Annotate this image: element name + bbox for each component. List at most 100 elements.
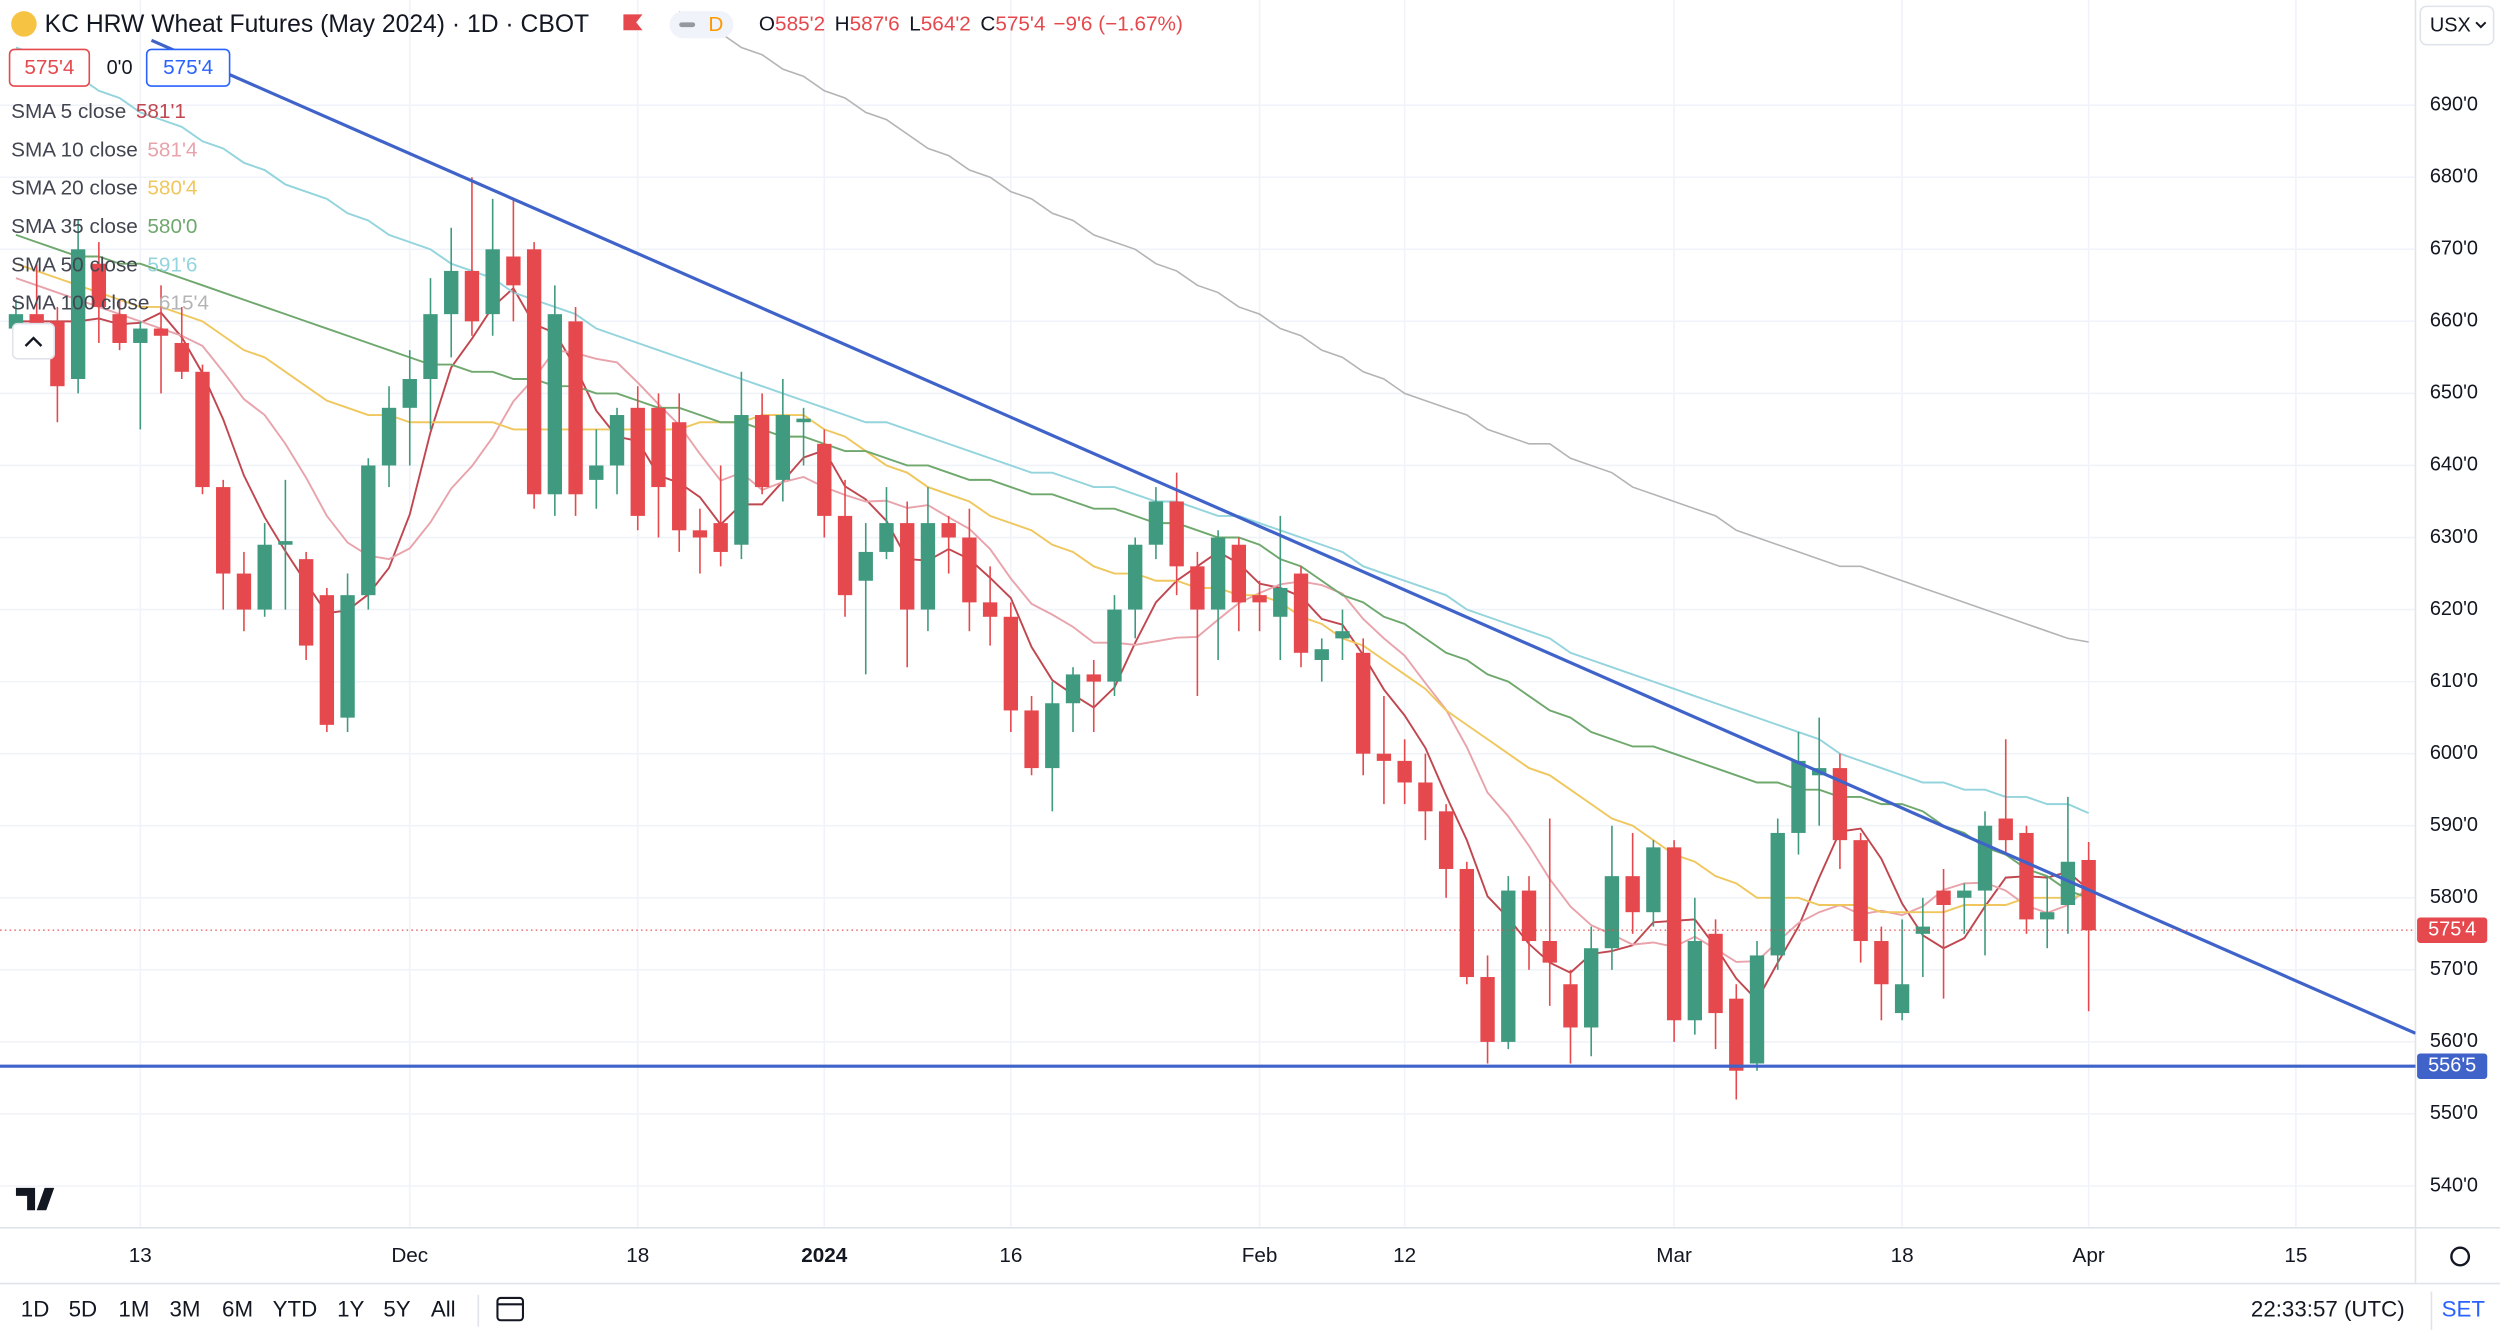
- legend-entry: SMA 20 close 580'4: [11, 177, 197, 200]
- x-tick-label: 2024: [801, 1244, 848, 1267]
- y-tick-label: 640'0: [2430, 454, 2478, 476]
- range-button[interactable]: 1Y: [337, 1297, 364, 1322]
- y-tick-label: 630'0: [2430, 526, 2478, 548]
- candle-body: [361, 465, 376, 596]
- clock-time: 22:33:57 (UTC): [2251, 1297, 2405, 1322]
- candle-body: [1356, 652, 1371, 754]
- price-label: 575'4: [2428, 918, 2476, 940]
- y-tick-label: 670'0: [2430, 238, 2478, 260]
- candle-body: [1936, 890, 1951, 905]
- collapse-chevron: [24, 336, 43, 347]
- ohlc-key: L: [909, 13, 921, 36]
- sma-line: [15, 233, 2089, 899]
- session-button[interactable]: SET: [2442, 1297, 2486, 1322]
- candle-body: [858, 551, 873, 581]
- candle-body: [1501, 890, 1516, 1042]
- ohlc-value: 564'2: [921, 13, 971, 36]
- ohlc-value: 587'6: [850, 13, 900, 36]
- candle-body: [1273, 587, 1288, 617]
- x-tick-label: 12: [1393, 1244, 1416, 1267]
- candle-body: [195, 371, 210, 488]
- candle-body: [1708, 933, 1723, 1014]
- spread-value: 0'0: [107, 57, 133, 79]
- candle-body: [1376, 753, 1392, 761]
- legend-value: 591'6: [147, 254, 197, 277]
- candle-body: [713, 523, 728, 552]
- candle-body: [879, 523, 894, 552]
- y-tick-label: 570'0: [2430, 958, 2478, 980]
- candle-body: [1770, 832, 1785, 956]
- range-button[interactable]: 1D: [21, 1297, 50, 1322]
- legend-value: 580'4: [147, 177, 197, 200]
- candle-body: [1397, 760, 1412, 783]
- range-button[interactable]: All: [431, 1297, 456, 1322]
- candle-body: [1791, 760, 1806, 833]
- candle-body: [900, 523, 915, 610]
- candle-body: [1438, 811, 1454, 869]
- legend-name: SMA 20 close: [11, 177, 138, 200]
- candle-body: [1293, 573, 1309, 653]
- candle-body: [423, 314, 438, 380]
- x-tick-label: 13: [129, 1244, 152, 1267]
- legend-value: 580'0: [147, 215, 197, 238]
- candle-body: [837, 515, 853, 596]
- candle-body: [1231, 544, 1247, 603]
- candle-body: [609, 415, 625, 466]
- collapse-button[interactable]: [11, 322, 56, 360]
- candle-body: [2040, 912, 2055, 920]
- candle-body: [651, 407, 666, 488]
- range-button[interactable]: 5D: [69, 1297, 98, 1322]
- candle-body: [278, 541, 293, 545]
- candle-body: [1086, 674, 1101, 682]
- range-button[interactable]: 6M: [222, 1297, 253, 1322]
- settings-gear[interactable]: [2450, 1246, 2471, 1267]
- candle-body: [298, 559, 314, 646]
- y-tick-label: 690'0: [2430, 93, 2478, 115]
- sma-line: [15, 262, 2089, 914]
- candle-body: [775, 415, 791, 480]
- legend-name: SMA 50 close: [11, 254, 138, 277]
- candle-body: [153, 328, 169, 336]
- candle-body: [1625, 876, 1640, 913]
- candle-body: [1894, 984, 1910, 1014]
- y-tick-label: 550'0: [2430, 1102, 2478, 1124]
- sma-line: [15, 46, 2090, 814]
- candle-body: [174, 342, 189, 372]
- candle-body: [547, 314, 563, 495]
- candle-body: [1957, 890, 1972, 898]
- ohlc-key: H: [835, 13, 850, 36]
- legend-entry: SMA 50 close 591'6: [11, 254, 197, 277]
- bid-box[interactable]: [8, 48, 91, 87]
- ohlc-key: O: [759, 13, 775, 36]
- candle-body: [1459, 868, 1475, 978]
- delay-flag: D: [708, 13, 723, 36]
- currency-button[interactable]: [2419, 5, 2495, 46]
- candle-body: [1749, 955, 1765, 1064]
- legend-entry: SMA 35 close 580'0: [11, 215, 197, 238]
- range-button[interactable]: YTD: [273, 1297, 318, 1322]
- price-label-box: [2417, 917, 2488, 943]
- price-label-box: [2417, 1053, 2488, 1079]
- candle-body: [982, 602, 998, 617]
- range-button[interactable]: 1M: [118, 1297, 149, 1322]
- candle-body: [464, 270, 480, 322]
- range-button[interactable]: 5Y: [383, 1297, 410, 1322]
- candle-body: [133, 328, 148, 343]
- legend-value: 615'4: [159, 292, 209, 315]
- symbol-icon: [11, 11, 37, 37]
- flag-icon: [623, 14, 643, 31]
- y-tick-label: 580'0: [2430, 886, 2478, 908]
- candle-body: [381, 407, 397, 466]
- sma-line: [15, 286, 2090, 1002]
- candle-body: [444, 270, 459, 315]
- candle-body: [817, 443, 832, 516]
- range-button[interactable]: 3M: [169, 1297, 200, 1322]
- ask-box[interactable]: [145, 48, 231, 87]
- calendar-icon[interactable]: [496, 1296, 524, 1322]
- y-tick-label: 560'0: [2430, 1030, 2478, 1052]
- plot-area: [0, 10, 2416, 1100]
- candle-body: [1480, 977, 1495, 1042]
- candle-body: [485, 249, 500, 315]
